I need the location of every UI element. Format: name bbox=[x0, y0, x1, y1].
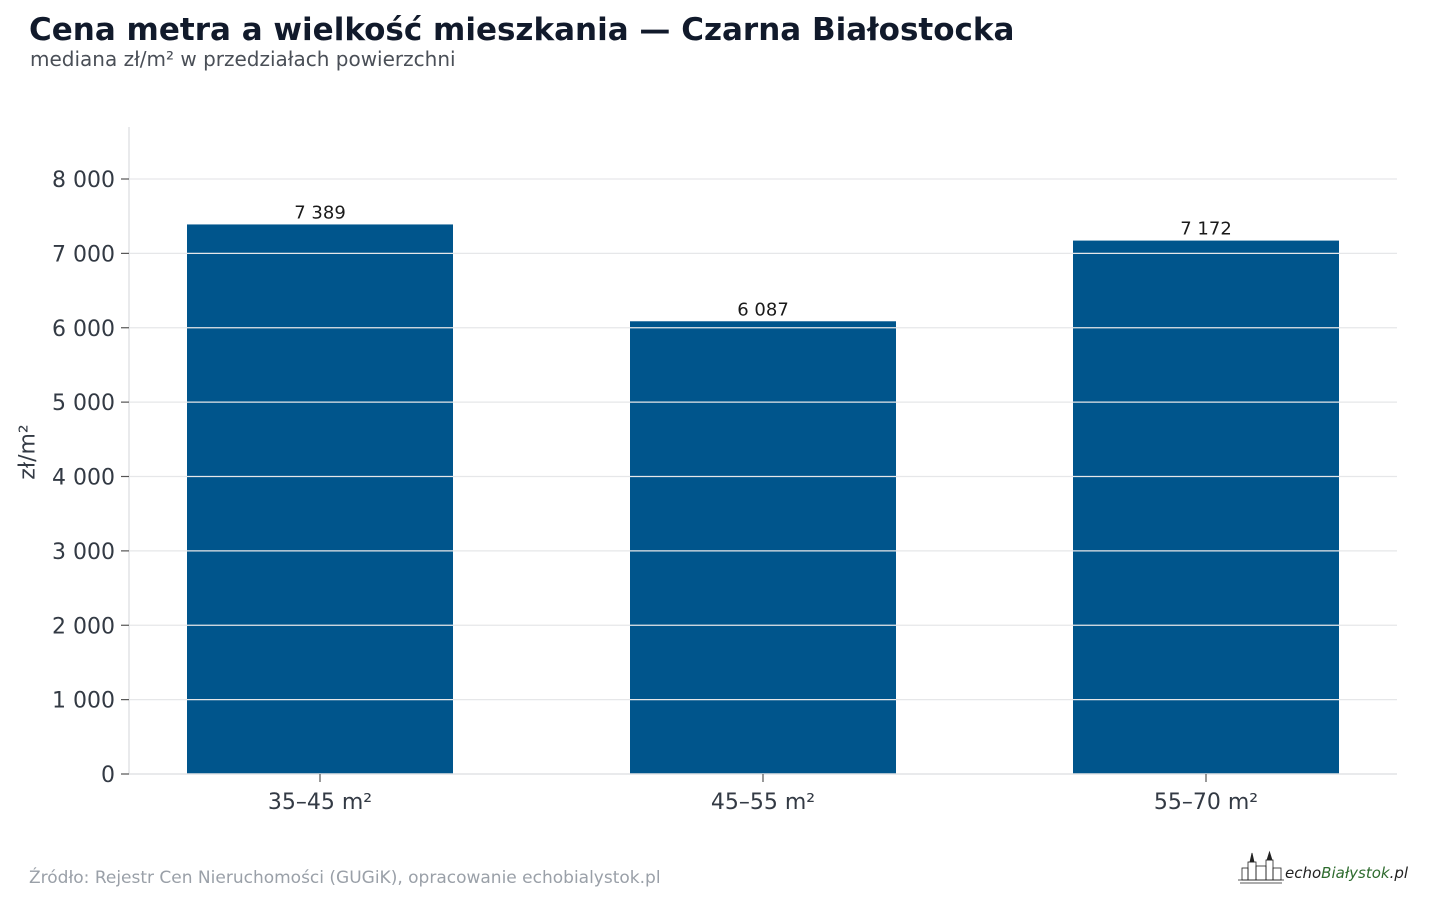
y-tick-label: 8 000 bbox=[52, 168, 115, 193]
y-tick-label: 1 000 bbox=[52, 689, 115, 714]
data-label: 7 172 bbox=[1180, 219, 1232, 240]
x-tick-label: 45–55 m² bbox=[711, 790, 815, 815]
source-note: Źródło: Rejestr Cen Nieruchomości (GUGiK… bbox=[29, 868, 661, 888]
echobialystok-logo: echoBiałystok.pl bbox=[1238, 850, 1409, 884]
y-tick-label: 6 000 bbox=[52, 317, 115, 342]
x-tick-label: 55–70 m² bbox=[1154, 790, 1258, 815]
y-tick-label: 2 000 bbox=[52, 614, 115, 639]
y-tick-label: 3 000 bbox=[52, 540, 115, 565]
logo-text-suffix: .pl bbox=[1390, 864, 1409, 882]
chart-title: Cena metra a wielkość mieszkania — Czarn… bbox=[29, 12, 1015, 48]
x-tick-label: 35–45 m² bbox=[268, 790, 372, 815]
y-tick-label: 7 000 bbox=[52, 242, 115, 267]
city-skyline-icon bbox=[1238, 850, 1284, 884]
bar-1 bbox=[187, 224, 453, 775]
chart-subtitle: mediana zł/m² w przedziałach powierzchni bbox=[30, 47, 456, 71]
y-tick-label: 5 000 bbox=[52, 391, 115, 416]
bar-3 bbox=[1073, 240, 1339, 774]
bar-2 bbox=[630, 321, 896, 774]
data-label: 7 389 bbox=[294, 202, 346, 223]
y-tick-label: 0 bbox=[101, 763, 115, 788]
y-tick-label: 4 000 bbox=[52, 466, 115, 491]
logo-text-main: Białystok bbox=[1321, 864, 1391, 882]
data-label: 6 087 bbox=[737, 299, 789, 320]
logo-text-prefix: echo bbox=[1285, 864, 1321, 882]
svg-text:echoBiałystok.pl: echoBiałystok.pl bbox=[1285, 864, 1409, 882]
